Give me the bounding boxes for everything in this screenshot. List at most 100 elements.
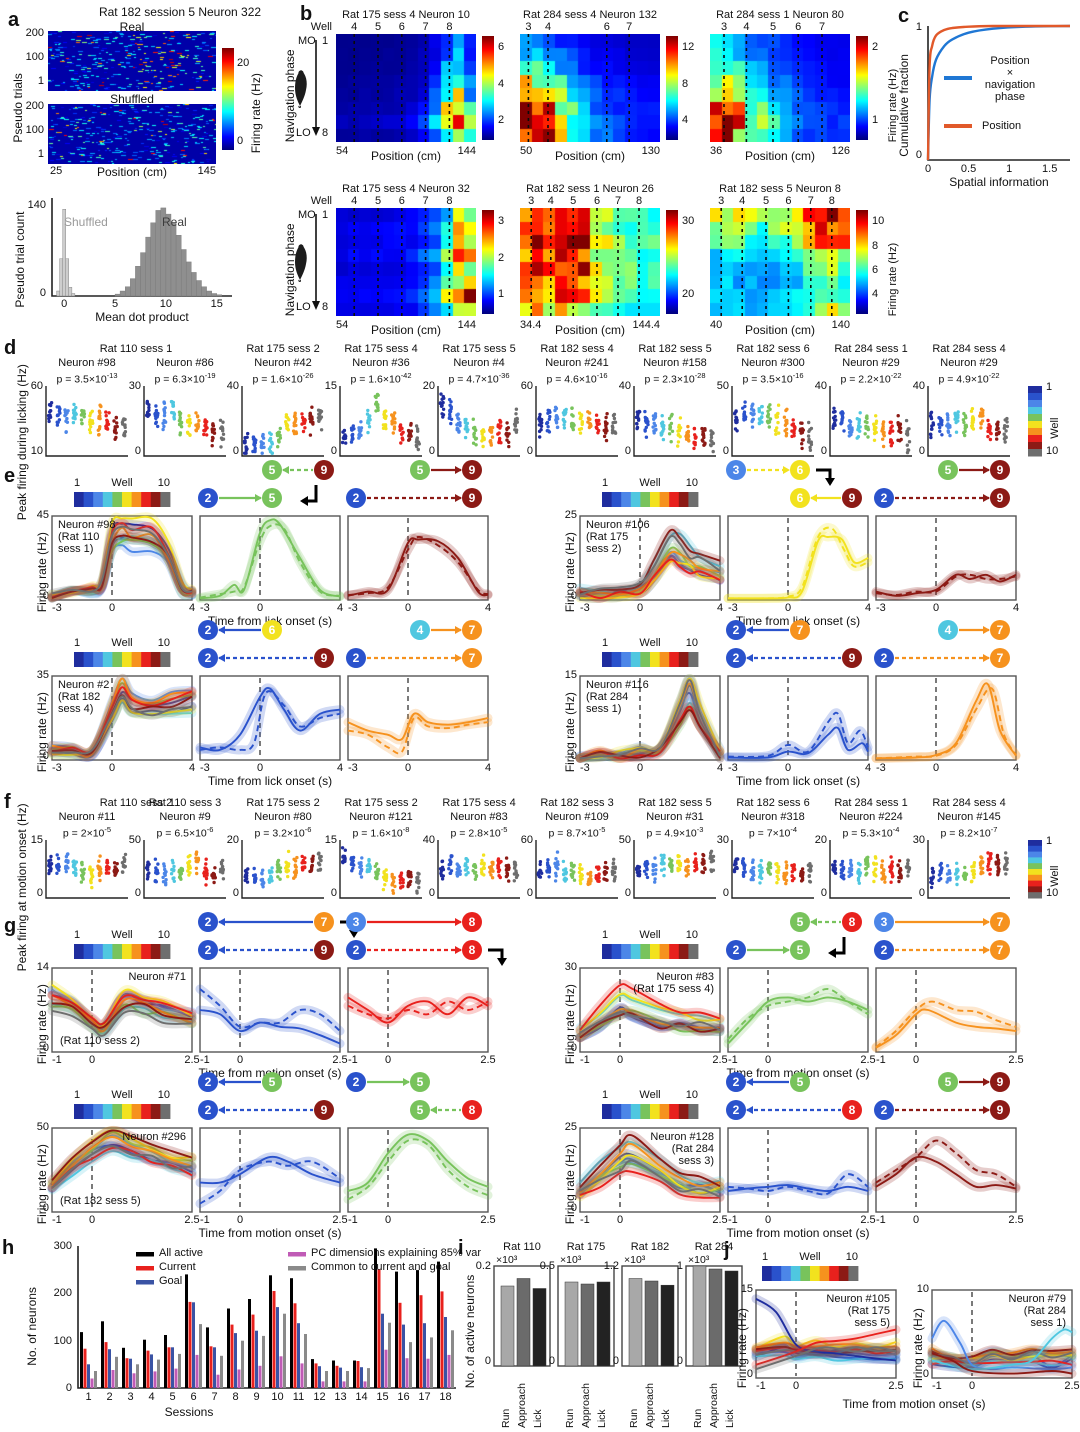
g-group1-wellbar-max: 10 xyxy=(157,929,170,941)
g-group4-wellbar xyxy=(602,1104,699,1119)
b-well-tick: 7 xyxy=(807,195,814,207)
d-plot-pvalue: p = 6.3×10-19 xyxy=(154,371,216,386)
g-g2-multiwell-plot xyxy=(575,967,725,1053)
j-ytick-max: 10 xyxy=(916,1283,929,1295)
i-ylabel: No. of active neurons xyxy=(463,1274,477,1389)
g-xtick: -1 xyxy=(200,1054,210,1066)
d-ytick-min: 0 xyxy=(624,445,631,457)
b-xmax: 140 xyxy=(831,319,850,331)
f-plot-neuron: Neuron #9 xyxy=(159,811,211,823)
b-well-tick: 6 xyxy=(795,21,802,33)
j-ne2-label: Neuron #79 xyxy=(1008,1293,1067,1305)
h-xtick: 14 xyxy=(355,1391,368,1403)
e-g4-pair1-plot xyxy=(723,675,873,763)
d-plot-rat: Rat 175 sess 2 xyxy=(246,343,320,355)
g-xtick: -1 xyxy=(876,1054,886,1066)
svg-text:5: 5 xyxy=(945,463,952,477)
svg-text:9: 9 xyxy=(849,491,856,505)
g-group3-wellbar-max: 10 xyxy=(157,1089,170,1101)
b-heatmap-6 xyxy=(710,208,850,316)
h-xtick: 16 xyxy=(397,1391,410,1403)
j-plot-1 xyxy=(751,1289,901,1379)
h-xtick: 2 xyxy=(106,1391,113,1403)
e-g3-neuron-label: (Rat 182 xyxy=(58,691,101,703)
g-g1-diagram1: 2 7 2 9 xyxy=(198,912,359,960)
f-ytick-min: 0 xyxy=(330,887,337,899)
d-plot-pvalue: p = 2.2×10-22 xyxy=(840,371,902,386)
e-xtick: 4 xyxy=(188,602,196,614)
b-well-tick: 8 xyxy=(446,21,453,33)
a-ytick: 100 xyxy=(25,124,44,136)
svg-text:2: 2 xyxy=(881,651,888,665)
a-ytick: 100 xyxy=(25,51,44,63)
g-xtick: 0 xyxy=(384,1214,392,1226)
b-xmin: 50 xyxy=(520,145,533,157)
h-legend-swatch xyxy=(288,1252,306,1257)
g-xtick: 0 xyxy=(764,1054,772,1066)
j-plot-2 xyxy=(927,1289,1077,1379)
g-xlabel: Time from motion onset (s) xyxy=(726,1226,870,1240)
d-plot-neuron: Neuron #29 xyxy=(842,357,900,369)
b-cb-tick: 8 xyxy=(682,77,689,90)
b-xlabel: Position (cm) xyxy=(744,323,816,337)
e-g3-multiwell-plot xyxy=(47,674,197,762)
d-plot-neuron: Neuron #4 xyxy=(453,357,505,369)
svg-text:5: 5 xyxy=(797,915,804,929)
g-g3-pair1-plot xyxy=(195,1127,345,1213)
c-xtick: 0.5 xyxy=(960,163,977,175)
b-nav-arrow xyxy=(312,40,320,136)
g-xtick: 2.5 xyxy=(480,1214,496,1226)
b-well-tick: 6 xyxy=(398,195,405,207)
f-plot-rat: Rat 175 sess 2 xyxy=(344,797,418,809)
j-xtick: 0 xyxy=(968,1380,976,1392)
e-group1-wellbar-max: 10 xyxy=(157,477,170,489)
g-xtick: 2.5 xyxy=(1008,1054,1024,1066)
f-ytick-max: 20 xyxy=(814,834,827,846)
e-group4-wellbar xyxy=(602,652,699,667)
e-g2-neuron-label: sess 2) xyxy=(586,543,622,555)
svg-text:9: 9 xyxy=(321,943,328,957)
e-xtick: 0 xyxy=(256,602,264,614)
b-cb-tick: 4 xyxy=(498,77,505,90)
d-strip-8 xyxy=(731,386,814,457)
g-xtick: -1 xyxy=(876,1214,886,1226)
b-xlabel: Position (cm) xyxy=(744,149,816,163)
e-g4-neuron-label: (Rat 284 xyxy=(586,691,629,703)
g-g4-neuron-label: Neuron #128 xyxy=(650,1131,714,1143)
a-cb-tick: 0 xyxy=(237,135,244,147)
e-group2-wellbar xyxy=(602,492,699,507)
h-xtick: 12 xyxy=(313,1391,326,1403)
b-cb-tick: 2 xyxy=(498,114,505,127)
h-xtick: 13 xyxy=(334,1391,347,1403)
i-ytick-max: 1.2 xyxy=(603,1260,619,1272)
h-ytick: 200 xyxy=(53,1287,72,1300)
e-group4-wellbar-label: Well xyxy=(639,637,661,649)
svg-text:5: 5 xyxy=(269,491,276,505)
g-xtick: 2.5 xyxy=(860,1054,876,1066)
g-xtick: 0 xyxy=(616,1054,624,1066)
b-well-tick: 8 xyxy=(635,195,643,207)
j-xtick: 0 xyxy=(792,1380,800,1392)
d-ytick-min: 0 xyxy=(330,445,337,457)
svg-text:7: 7 xyxy=(797,623,804,637)
e-g3-diagram2: 4 7 2 7 xyxy=(346,620,482,668)
g-g2-ytick: 30 xyxy=(564,961,577,973)
b-well-tick: 3 xyxy=(528,195,535,207)
e-g3-neuron-label: sess 4) xyxy=(58,703,94,715)
a-colorbar xyxy=(222,48,234,150)
b-well-tick: 6 xyxy=(603,21,610,33)
a-hist-shuffled-label: Shuffled xyxy=(64,215,108,229)
f-strip-1 xyxy=(45,840,128,899)
e-xtick: 0 xyxy=(108,762,116,774)
e-xtick: 4 xyxy=(716,602,724,614)
g-xtick: -1 xyxy=(728,1054,738,1066)
b-well-tick: 4 xyxy=(547,195,554,207)
f-plot-rat: Rat 284 sess 4 xyxy=(932,797,1006,809)
d-strip-9 xyxy=(829,386,912,457)
j-ne1-label: sess 5) xyxy=(854,1317,890,1329)
e-group2-wellbar-max: 10 xyxy=(685,477,698,489)
panel-i-label: i xyxy=(458,1237,464,1259)
a-ytick: 200 xyxy=(25,27,44,39)
e-g3-ytick0: 0 xyxy=(42,750,49,762)
a-hist-ytick: 140 xyxy=(27,199,46,211)
